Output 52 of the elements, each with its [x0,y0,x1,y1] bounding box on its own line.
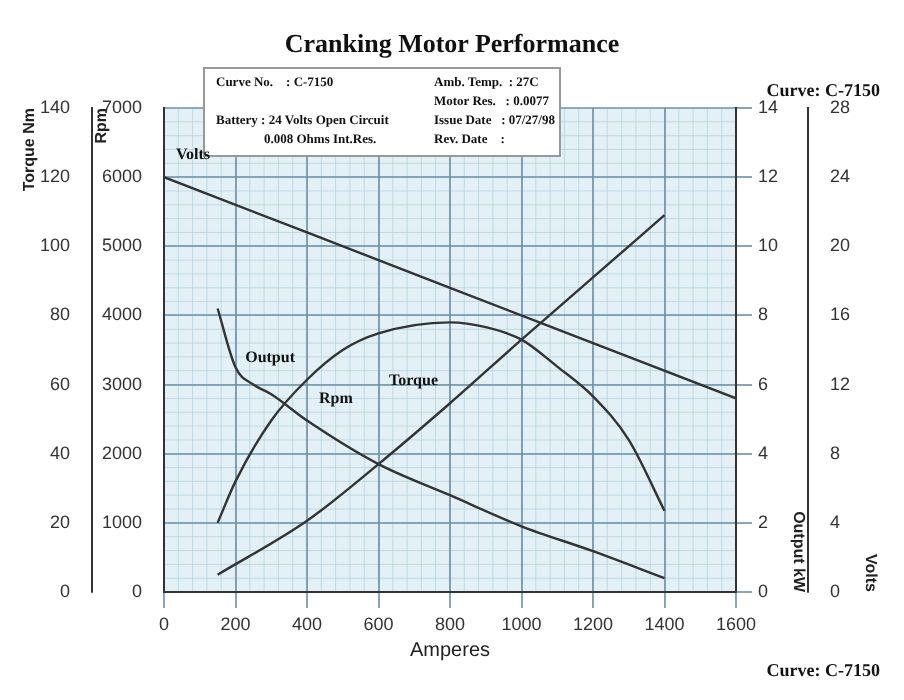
y2-tick-label: 8 [758,304,769,325]
y2-tick-label: 5000 [101,235,142,256]
text: Curve: C-7150 [766,660,881,680]
y-tick-label: 0 [59,580,70,601]
y2-tick-label: 6000 [101,166,142,187]
y-tick-label: 20 [830,235,851,256]
series-label: Rpm [319,388,354,407]
y2-tick-label: 3000 [101,373,142,394]
y2-axis-title: Rpm [92,108,111,144]
x-tick-label: 0 [158,613,170,634]
x-tick-label: 400 [291,613,323,634]
y2-tick-label: 0 [758,580,769,601]
y2-tick-label: 1000 [101,511,142,532]
y-tick-label: 4 [830,511,841,532]
series-label: Output [245,347,296,366]
x-tick-label: 1000 [501,613,542,634]
y2-tick-label: 6 [758,373,769,394]
x-tick-label: 800 [434,613,466,634]
y-tick-label: 60 [49,373,70,394]
y2-tick-label: 14 [758,96,779,117]
x-tick-label: 600 [363,613,394,634]
y-tick-label: 20 [49,511,70,532]
y-tick-label: 140 [39,96,70,117]
x-tick-label: 1400 [644,613,685,634]
y-tick-label: 24 [830,166,851,187]
x-axis-title: Amperes [409,639,491,662]
y-axis-title: Torque Nm [20,108,39,192]
y2-tick-label: 2000 [101,442,142,463]
y2-tick-label: 4 [758,442,769,463]
chart-title: Cranking Motor Performance [284,28,620,58]
x-tick-label: 1200 [572,613,614,634]
y-tick-label: 28 [830,96,851,117]
y2-axis-title: Output kW [789,511,808,593]
y-tick-label: 40 [49,442,70,463]
x-tick-label: 1600 [715,613,757,634]
x-tick-label: 200 [220,613,251,634]
series-label: Torque [389,371,439,390]
y2-tick-label: 10 [758,235,779,256]
y-tick-label: 80 [49,304,70,325]
y-tick-label: 16 [830,304,851,325]
y-tick-label: 8 [830,442,841,463]
y-tick-label: 120 [39,166,70,187]
y-axis-title: Volts [861,554,880,594]
y2-tick-label: 0 [131,580,142,601]
series-label: Volts [176,145,211,164]
y2-tick-label: 4000 [101,304,142,325]
y-tick-label: 100 [39,235,70,256]
text: Curve: C-7150 [766,80,881,100]
y-tick-label: 12 [830,373,851,394]
y2-tick-label: 2 [758,511,769,532]
y-tick-label: 0 [830,580,841,601]
y2-tick-label: 12 [758,166,779,187]
